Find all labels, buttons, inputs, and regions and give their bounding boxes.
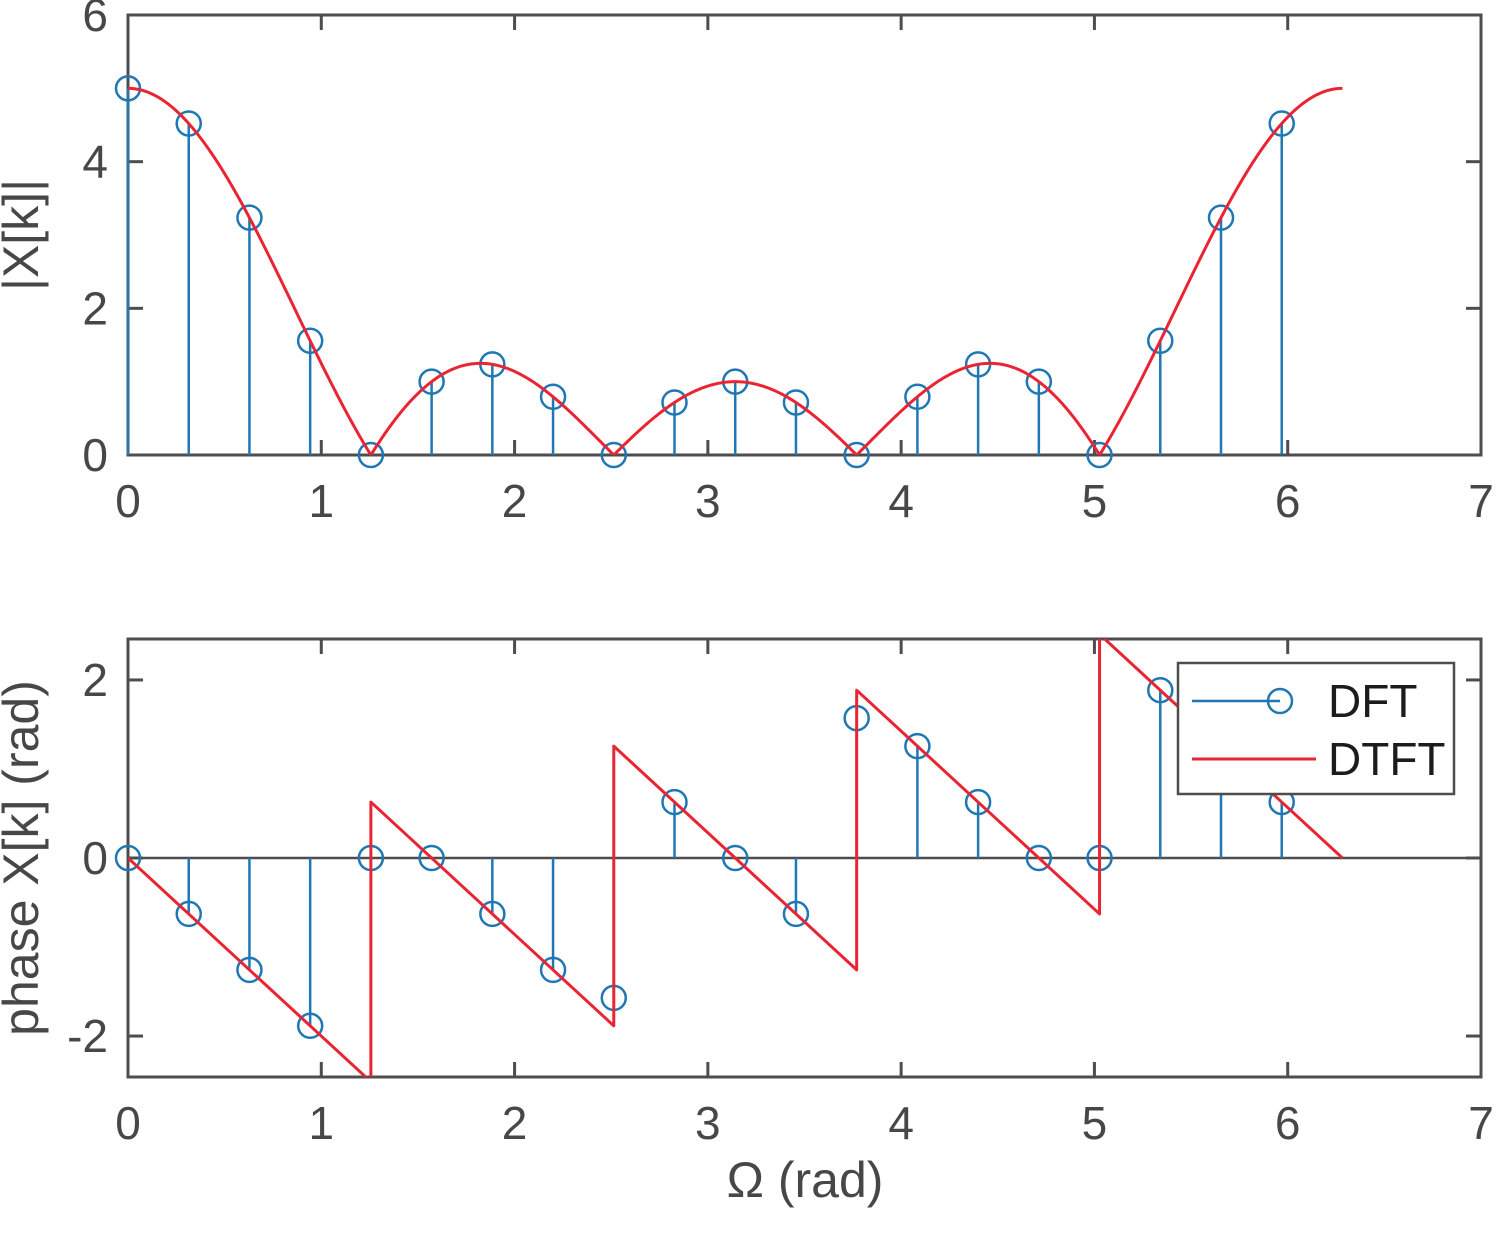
dft-marker [175, 900, 202, 928]
dft-marker [539, 956, 567, 984]
dft-marker [904, 383, 931, 411]
dft-stem-series [114, 75, 1295, 469]
dft-marker [661, 389, 688, 416]
x-tick-label: 6 [1275, 475, 1301, 527]
magnitude-plot: 0 1 2 3 4 5 6 7 0 2 4 6 [82, 0, 1493, 527]
dft-marker [843, 441, 870, 469]
y-tick-label: 4 [82, 136, 108, 188]
legend-dft-label: DFT [1328, 675, 1417, 727]
dft-marker [539, 383, 567, 411]
magnitude-y-axis-label: |X[k]| [0, 179, 49, 291]
dft-marker [904, 732, 931, 760]
dft-marker [175, 110, 202, 137]
dft-marker [1207, 204, 1235, 231]
x-axis-label: Ω (rad) [727, 1152, 884, 1208]
x-tick-label: 2 [502, 475, 528, 527]
dft-marker [782, 389, 810, 416]
x-tick-label: 3 [695, 1097, 721, 1149]
dft-marker [1086, 441, 1113, 469]
x-tick-label: 7 [1468, 1097, 1494, 1149]
x-tick-label: 6 [1275, 1097, 1301, 1149]
dft-marker [661, 788, 688, 816]
dft-marker [1025, 368, 1053, 395]
dft-marker [418, 844, 445, 872]
x-tick-label: 4 [888, 475, 914, 527]
y-tick-label: -2 [67, 1010, 108, 1062]
x-tick-label: 0 [115, 475, 141, 527]
x-tick-label: 0 [115, 1097, 141, 1149]
legend: DFT DTFT [1176, 661, 1456, 796]
legend-dft-marker [1266, 687, 1294, 715]
x-tick-label: 7 [1468, 475, 1494, 527]
legend-dtft-label: DTFT [1328, 733, 1446, 785]
x-tick-label: 3 [695, 475, 721, 527]
x-tick-label: 5 [1082, 1097, 1108, 1149]
dft-marker [600, 441, 628, 469]
x-tick-label: 4 [888, 1097, 914, 1149]
dft-marker [236, 204, 263, 231]
y-tick-label: 0 [82, 429, 108, 481]
x-tick-label: 5 [1082, 475, 1108, 527]
dft-marker [296, 327, 324, 355]
dft-marker [418, 368, 445, 395]
dft-marker [479, 900, 506, 928]
dft-marker [1147, 676, 1174, 704]
dft-marker [296, 1012, 324, 1040]
dft-marker [357, 441, 385, 469]
phase-plot: 0 1 2 3 4 5 6 7-202 [67, 637, 1494, 1149]
y-tick-label: 2 [82, 282, 108, 334]
axes-frame-magnitude [126, 13, 1483, 457]
y-tick-label: 2 [82, 654, 108, 706]
dft-marker [721, 844, 749, 872]
y-tick-label: 6 [82, 0, 108, 41]
dft-marker [1268, 110, 1295, 137]
dft-marker [236, 956, 263, 984]
dtft-curve [128, 86, 1343, 455]
legend-box [1176, 661, 1456, 796]
x-tick-label: 1 [308, 475, 334, 527]
dft-marker [964, 788, 992, 816]
phase-y-axis-label: phase X[k] (rad) [0, 680, 49, 1036]
dft-marker [1025, 844, 1053, 872]
x-tick-label: 2 [502, 1097, 528, 1149]
dtft-curve [128, 639, 1344, 1077]
y-tick-label: 0 [82, 832, 108, 884]
x-tick-label: 1 [308, 1097, 334, 1149]
dft-marker [782, 900, 810, 928]
dft-marker [1147, 327, 1174, 355]
dft-marker [114, 844, 142, 872]
